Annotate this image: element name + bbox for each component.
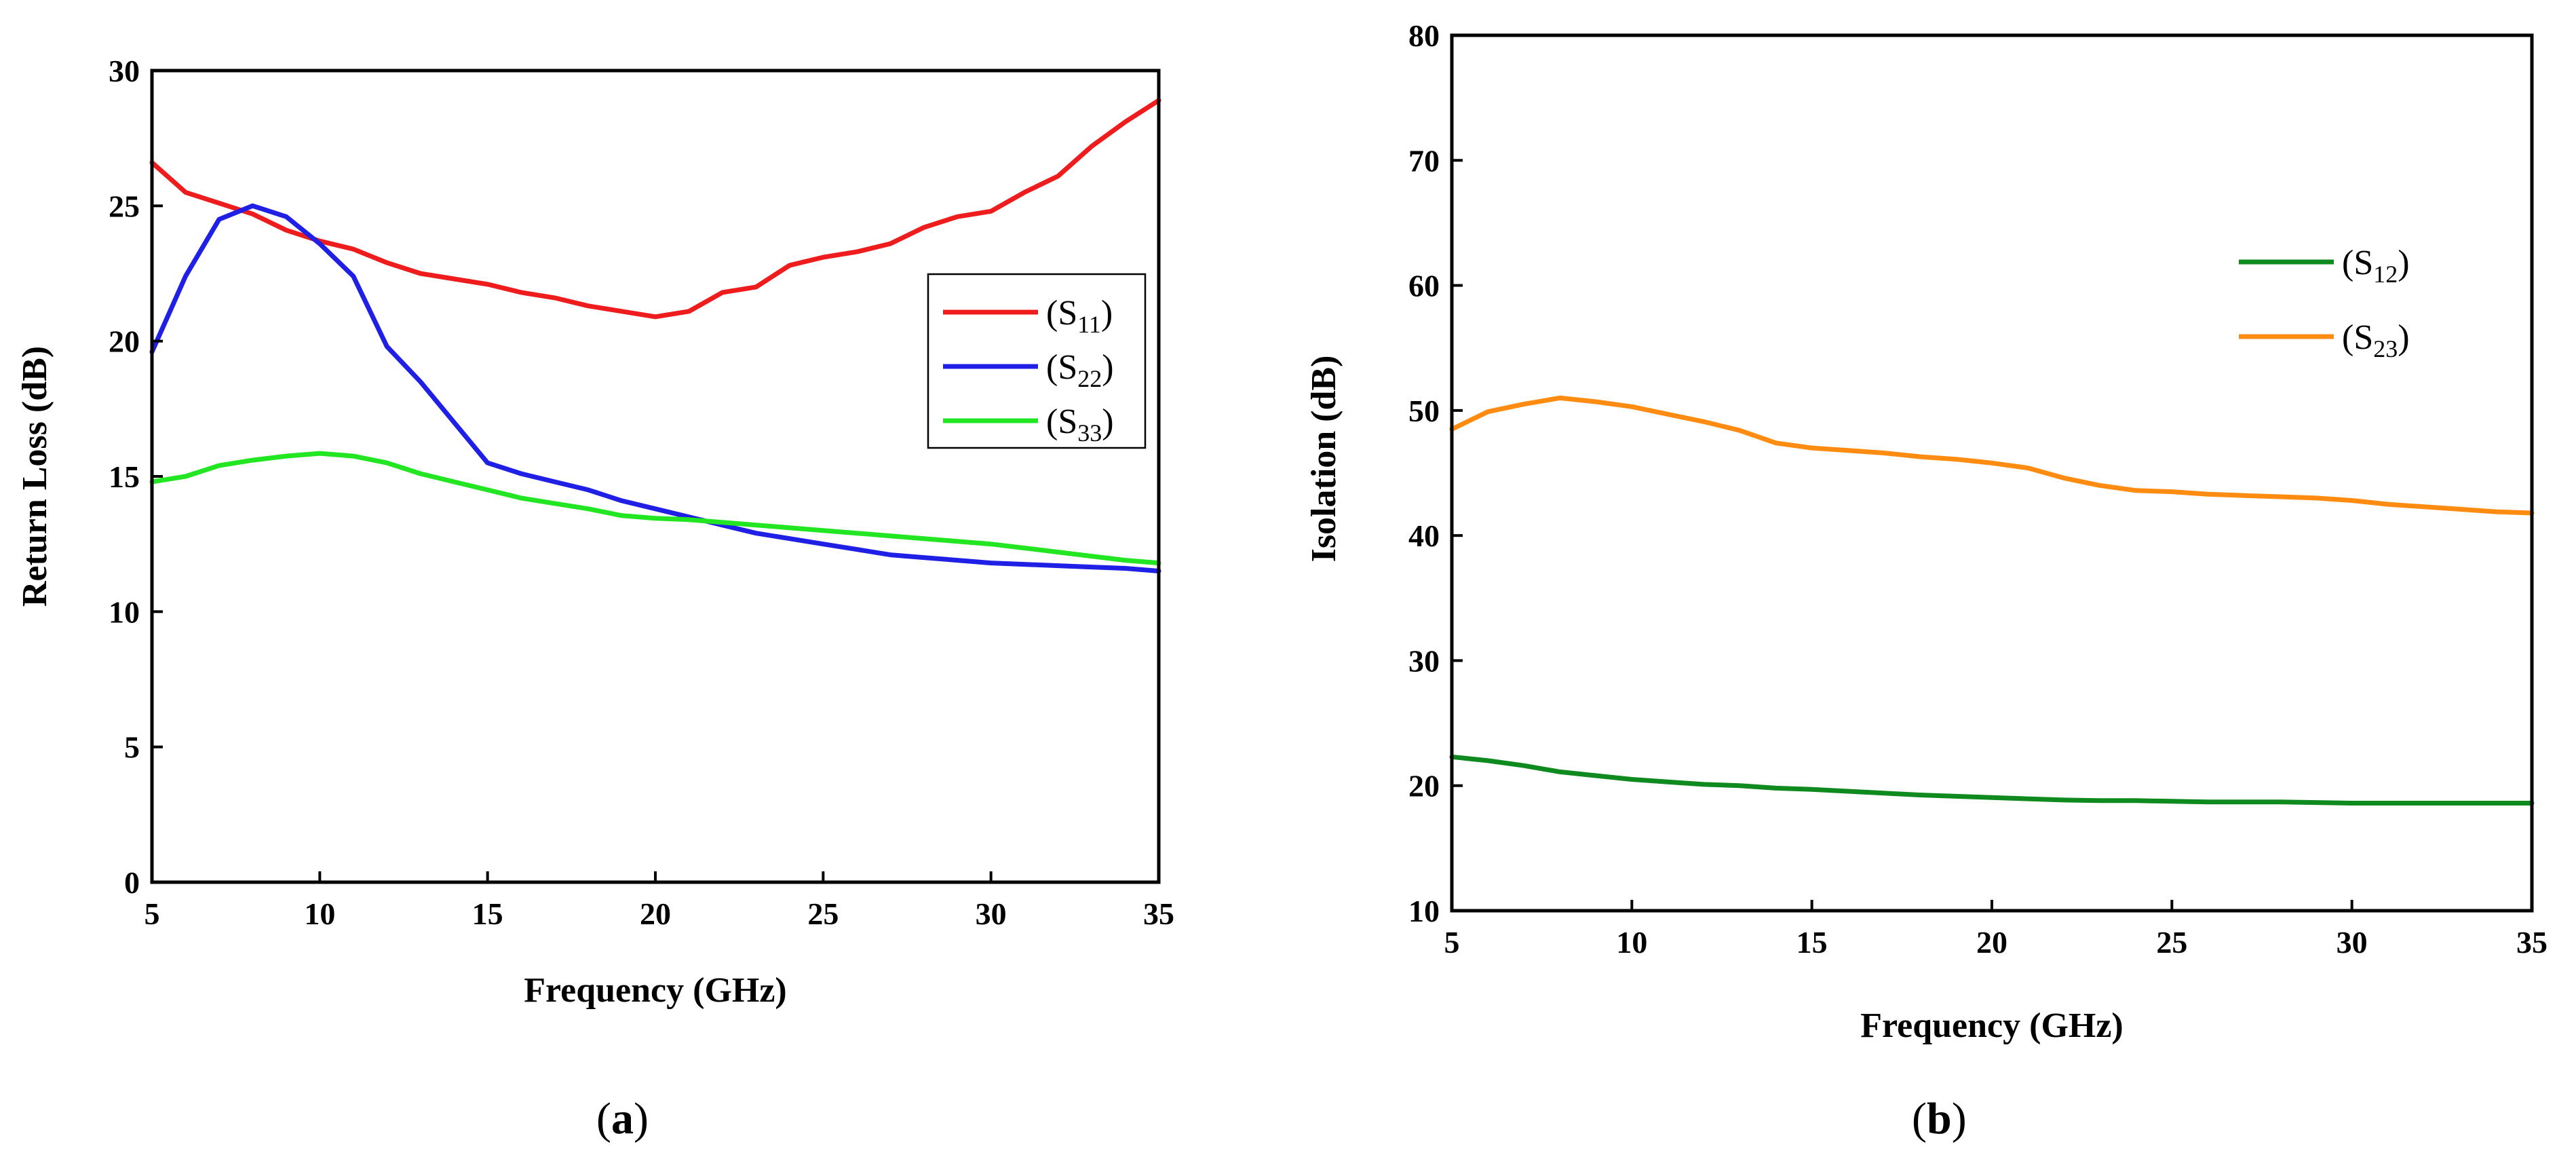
a-x-tick-label: 20 — [640, 896, 671, 931]
b-series-line-12 — [1449, 754, 2535, 806]
a-x-tick-label: 10 — [304, 896, 335, 931]
a-series-group — [149, 98, 1161, 573]
b-y-tick-label: 60 — [1408, 269, 1440, 303]
b-x-tick-label: 15 — [1796, 925, 1828, 960]
a-y-tick-label: 30 — [109, 54, 140, 88]
a-legend-label-11: (S11) — [1046, 294, 1113, 338]
b-x-axis-label: Frequency (GHz) — [1860, 1006, 2123, 1045]
a-plot-frame — [150, 69, 1161, 884]
a-caption-open: ( — [596, 1094, 611, 1143]
a-x-axis-label: Frequency (GHz) — [524, 971, 787, 1010]
a-caption: (a) — [596, 1094, 649, 1143]
b-x-tick-label: 30 — [2337, 925, 2368, 960]
a-caption-close: ) — [634, 1094, 649, 1143]
a-legend: (S11) (S22) (S33) — [927, 273, 1147, 449]
a-caption-letter: a — [611, 1094, 634, 1143]
a-y-tick-label: 20 — [109, 324, 140, 359]
b-caption-open: ( — [1912, 1094, 1927, 1143]
b-x-tick-label: 5 — [1444, 925, 1460, 960]
b-x-tick-label: 20 — [1976, 925, 2007, 960]
a-y-tick-label: 25 — [109, 189, 140, 223]
b-x-tick-label: 35 — [2516, 925, 2548, 960]
a-legend-label-22: (S22) — [1046, 348, 1114, 392]
a-y-axis-label: Return Loss (dB) — [16, 346, 54, 607]
b-series-group — [1449, 395, 2535, 806]
a-x-tick-label: 25 — [807, 896, 839, 931]
b-series-line-23 — [1449, 395, 2535, 516]
a-y-tick-label: 0 — [124, 865, 140, 900]
a-x-tick-label: 15 — [472, 896, 503, 931]
b-y-axis-label: Isolation (dB) — [1305, 356, 1343, 563]
b-caption-letter: b — [1927, 1094, 1952, 1143]
a-series-line-22 — [149, 203, 1161, 573]
a-legend-label-33: (S33) — [1046, 402, 1114, 447]
a-y-tick-label: 5 — [124, 730, 140, 765]
b-y-tick-label: 50 — [1408, 394, 1440, 428]
a-x-tick-label: 5 — [145, 896, 160, 931]
b-caption: (b) — [1912, 1094, 1967, 1143]
b-y-tick-label: 30 — [1408, 643, 1440, 678]
b-x-tick-label: 25 — [2156, 925, 2187, 960]
b-y-tick-label: 20 — [1408, 769, 1440, 803]
a-y-tick-label: 15 — [109, 459, 140, 494]
b-y-tick-label: 40 — [1408, 518, 1440, 553]
a-x-tick-label: 30 — [976, 896, 1007, 931]
b-legend-label-12: (S12) — [2342, 244, 2410, 288]
b-legend: (S12) (S23) — [2239, 244, 2410, 362]
b-y-tick-label: 10 — [1408, 894, 1440, 928]
b-y-tick-label: 80 — [1408, 18, 1440, 53]
b-x-tick-label: 10 — [1616, 925, 1647, 960]
b-caption-close: ) — [1952, 1094, 1967, 1143]
b-legend-label-23: (S23) — [2342, 318, 2410, 362]
a-y-tick-label: 10 — [109, 594, 140, 629]
a-x-tick-label: 35 — [1143, 896, 1174, 931]
b-y-tick-label: 70 — [1408, 143, 1440, 178]
a-series-line-33 — [149, 451, 1161, 566]
